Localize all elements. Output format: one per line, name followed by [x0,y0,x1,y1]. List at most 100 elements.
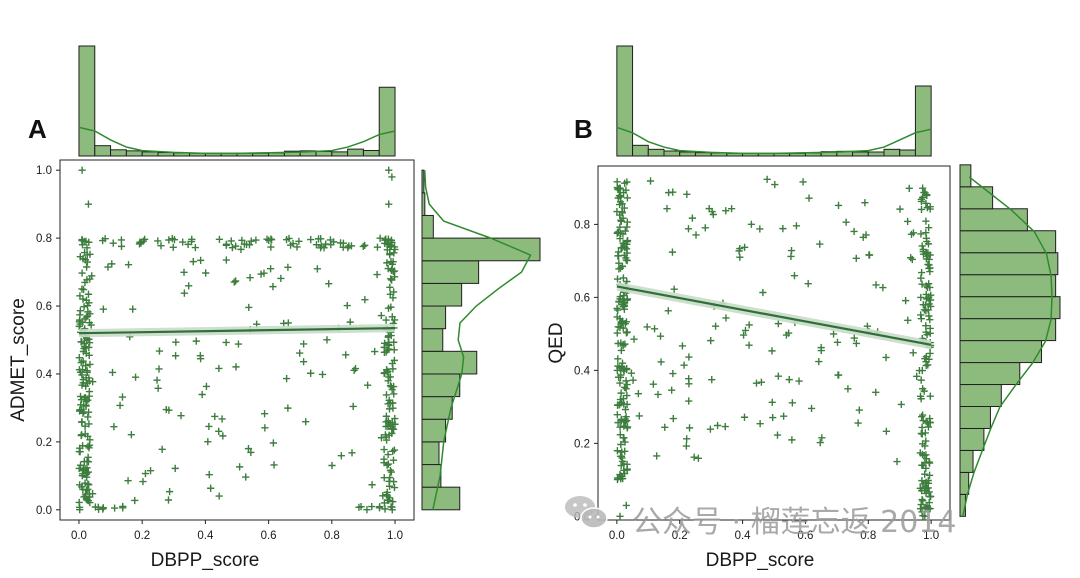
panel-b-scatter-point [670,285,678,293]
panel-b-top-hist-bar [647,148,665,157]
panel-b-scatter-point [922,322,930,330]
panel-a-scatter-point [390,390,398,398]
panel-a-y-tick-label: 1.0 [36,165,52,177]
panel-a-scatter-point [85,420,93,428]
panel-b-scatter-point [615,297,623,306]
panel-b-scatter-point [788,436,796,444]
panel-a-scatter-point [377,434,386,442]
panel-b-scatter-point [616,234,624,243]
panel-b-scatter-point [795,377,803,385]
panel-b-scatter-point [657,358,665,366]
panel-a-right-hist-bar [421,486,461,511]
panel-b-scatter-point [920,451,928,460]
panel-a-scatter-point [75,354,83,362]
panel-a-top-hist-bar [78,45,96,157]
panel-a-scatter-point [385,166,393,174]
panel-b-right-hist-bar [959,186,994,210]
panel-a-scatter-point [81,464,89,473]
panel-b-scatter-point [649,380,657,388]
panel-b-scatter-point [613,411,621,419]
panel-b-scatter-point [918,423,926,431]
panel-a-scatter-point [368,502,376,511]
panel-a-scatter-point [361,241,369,249]
panel-b-scatter-point [921,470,929,478]
panel-a-scatter-point [364,381,372,389]
panel-a-scatter-point [349,402,357,410]
panel-a-scatter-point [207,484,215,492]
panel-a-scatter-point [381,505,389,513]
panel-a-letter: A [28,114,47,144]
panel-a-scatter-point [228,244,236,252]
panel-a-scatter-point [82,362,90,370]
panel-a-scatter-point [94,503,102,511]
panel-a-scatter-point [84,200,93,208]
panel-b-scatter-point [616,431,624,439]
panel-b-scatter-point [690,453,698,461]
panel-b-scatter-point [816,439,824,447]
panel-b-scatter-point [865,251,874,259]
panel-a-scatter-point [383,259,391,267]
panel-a-scatter-point [232,363,240,371]
panel-b-scatter-point [629,376,637,384]
panel-a-scatter-point [390,478,398,486]
panel-b-top-hist-bar [852,151,869,157]
panel-a-scatter-point [189,258,197,266]
panel-b-scatter-point [614,339,622,348]
panel-b-scatter-point [613,275,622,283]
panel-a-right-kde-line [423,170,532,510]
panel-a-scatter-point [300,358,308,366]
panel-b-scatter-point [650,325,659,333]
panel-a-scatter-point [350,366,358,374]
panel-a-scatter-point [78,318,87,326]
panel-a-scatter-point [202,269,210,277]
panel-b-scatter-point [807,404,816,413]
panel-b-scatter-point [844,385,852,393]
panel-a-scatter-point [385,200,393,208]
panel-b-scatter-point [616,423,624,431]
panel-b-scatter-point [904,316,912,324]
panel-a-scatter-point [215,492,223,500]
panel-a-scatter-point [325,280,333,288]
panel-b-scatter-point [623,178,631,186]
panel-a-scatter-point [390,346,398,354]
panel-a-scatter-point [80,458,88,466]
panel-b-scatter-point [688,214,696,222]
panel-a-scatter-point [172,338,180,346]
panel-b-right-hist-bar [959,471,970,495]
panel-b-right-hist-bar [959,318,1057,342]
panel-a-y-tick-label: 0.0 [36,505,52,517]
panel-b-scatter-point [923,419,932,427]
panel-a-scatter-point [284,263,292,271]
panel-a-right-hist-bar [421,260,480,284]
panel-b-scatter-point [621,438,629,446]
panel-b-right-hist-bar [959,427,985,451]
panel-b-scatter-point [627,369,636,377]
panel-b-scatter-point [701,224,709,232]
panel-a-scatter-point [165,236,173,244]
panel-a-scatter-point [111,504,119,512]
panel-a-scatter-point [82,296,91,304]
panel-a-scatter-point [85,481,93,489]
panel-a-scatter-point [205,422,213,431]
panel-b-scatter-point [709,210,717,219]
panel-b-scatter-point [774,320,782,328]
panel-b-scatter-point [685,397,693,405]
panel-b-scatter-point [905,184,913,192]
panel-b-x-tick-label: 0.8 [860,530,876,542]
panel-b-scatter-point [835,371,843,379]
panel-a-x-tick-label: 0.4 [197,530,214,542]
panel-b-scatter-point [661,423,669,431]
panel-a-scatter-point [89,378,97,386]
panel-b-scatter-point [707,337,715,345]
panel-b-top-hist-bar [632,144,649,157]
panel-a-scatter-point [166,488,174,496]
panel-b-scatter-point [923,252,932,260]
panel-b-scatter-point [804,280,812,288]
panel-b-right-hist-bar [959,362,1021,386]
panel-a-top-hist-bar [157,152,175,157]
panel-b-scatter-point [859,233,867,241]
panel-a-scatter-point [84,413,92,421]
panel-b-scatter-point [855,406,863,414]
panel-b-scatter-point [616,373,625,381]
panel-a-scatter-point [286,241,295,249]
